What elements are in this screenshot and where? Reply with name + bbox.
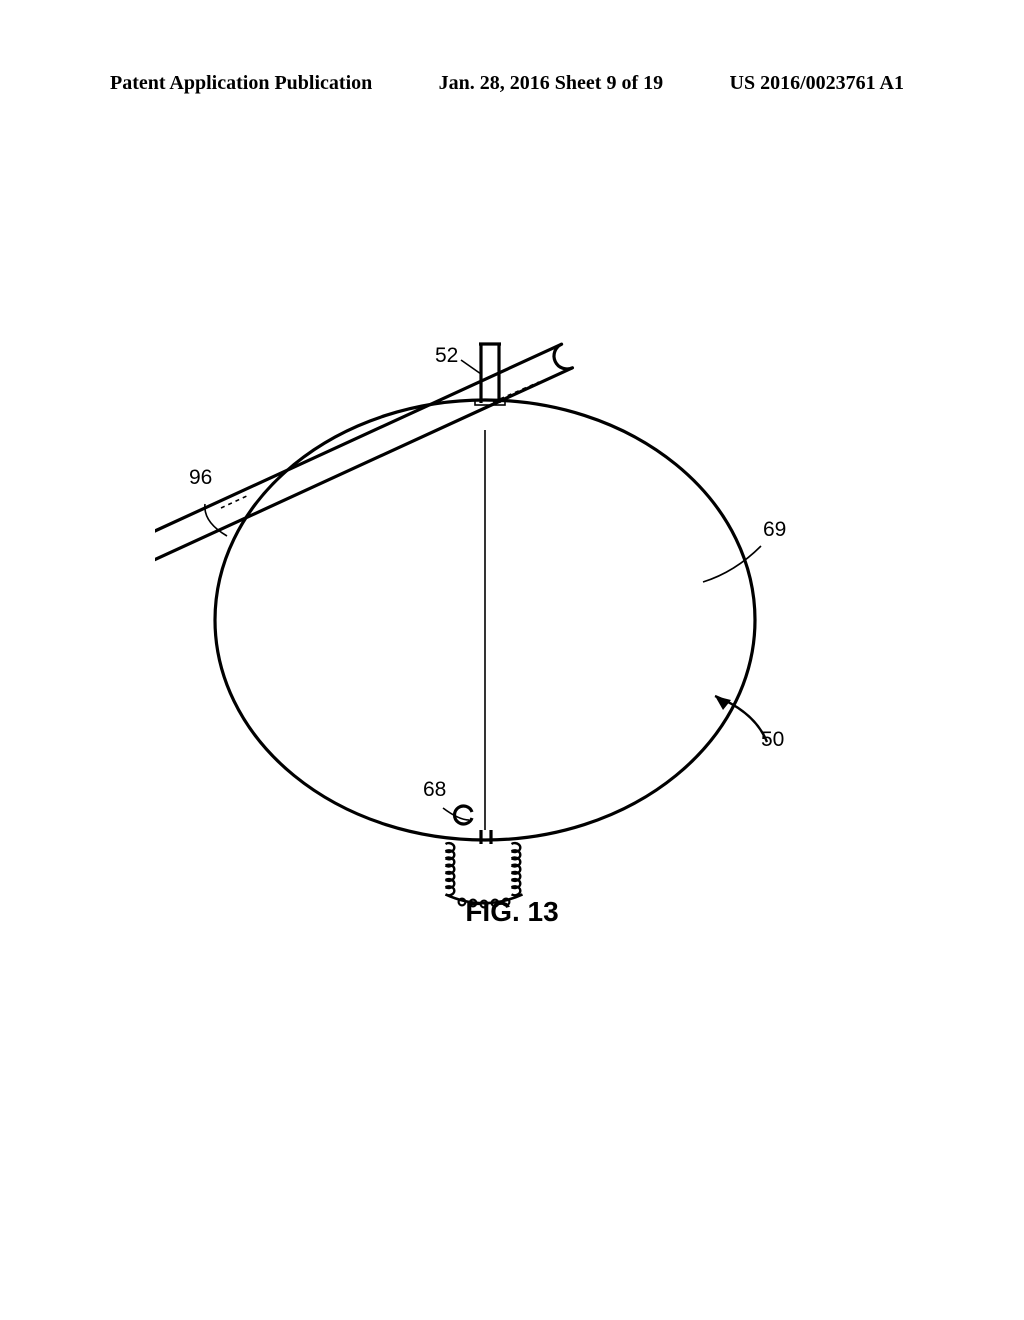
figure-svg: 52 96 69 50 68 [155,340,815,920]
svg-text:69: 69 [763,518,786,541]
page-header: Patent Application Publication Jan. 28, … [0,72,1024,95]
svg-text:50: 50 [761,728,784,751]
header-center: Jan. 28, 2016 Sheet 9 of 19 [439,72,663,95]
figure-caption: FIG. 13 [0,896,1024,928]
svg-text:96: 96 [189,466,212,489]
header-right: US 2016/0023761 A1 [730,72,904,95]
svg-text:52: 52 [435,344,458,367]
figure-13: 52 96 69 50 68 [155,340,815,900]
header-left: Patent Application Publication [110,72,372,95]
svg-text:68: 68 [423,778,446,801]
